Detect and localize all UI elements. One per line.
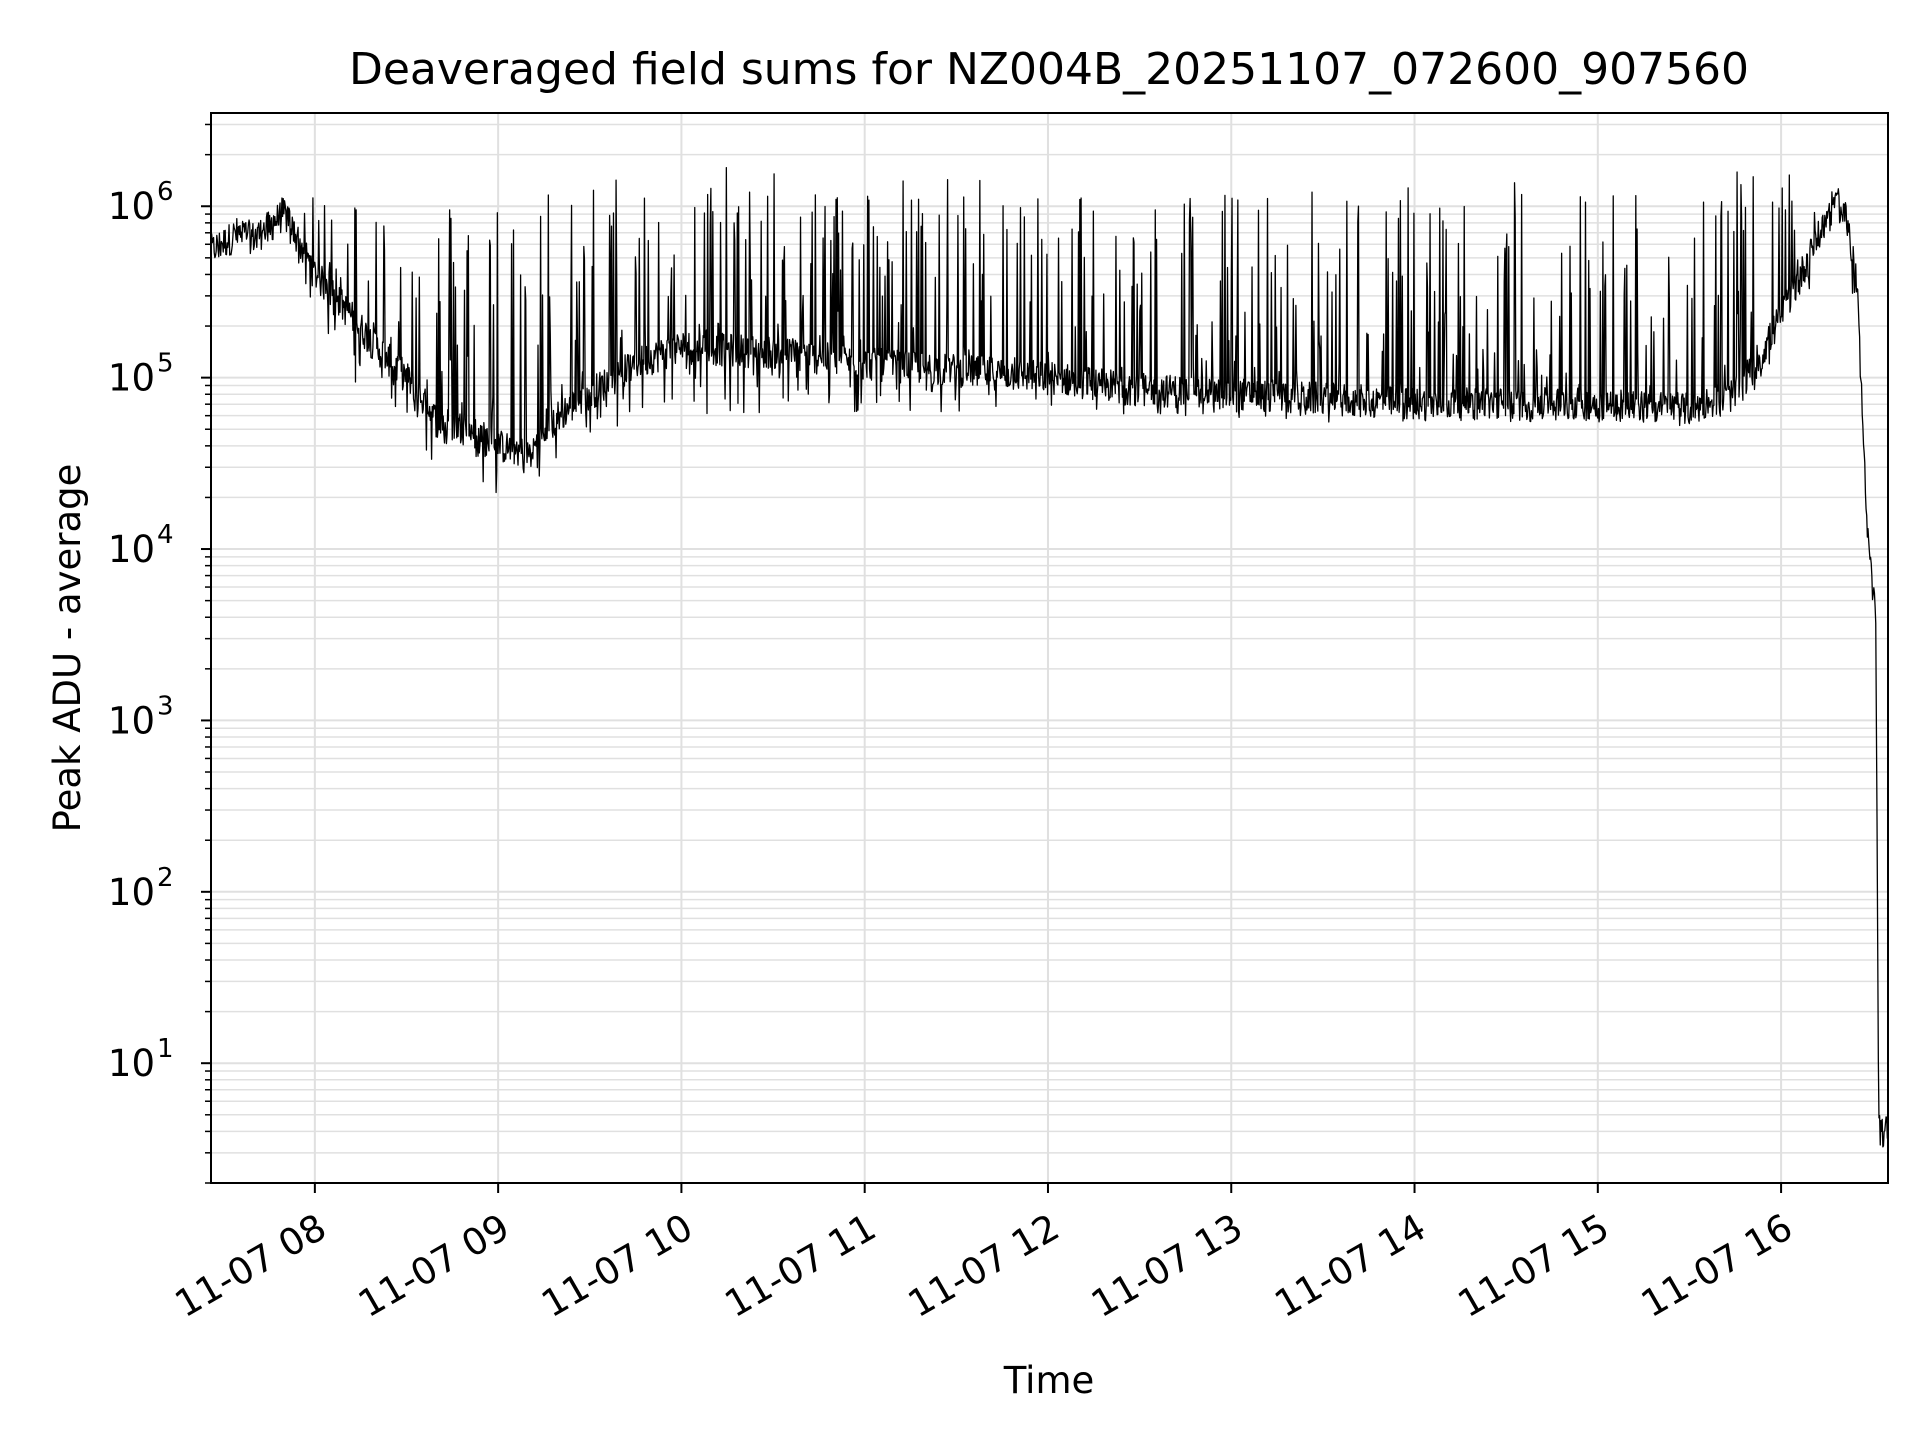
chart-title: Deaveraged field sums for NZ004B_2025110… <box>349 44 1749 95</box>
y-tick-exponent: 3 <box>157 691 174 721</box>
y-tick-exponent: 5 <box>157 349 174 379</box>
y-tick-exponent: 4 <box>157 520 174 550</box>
y-tick-exponent: 1 <box>157 1034 174 1064</box>
y-tick-label: 10 <box>108 528 155 571</box>
y-tick-exponent: 6 <box>157 177 174 207</box>
y-axis-label: Peak ADU - average <box>46 464 89 833</box>
y-tick-label: 10 <box>108 871 155 914</box>
x-axis-label: Time <box>1003 1359 1095 1402</box>
y-tick-exponent: 2 <box>157 863 174 893</box>
y-tick-label: 10 <box>108 357 155 400</box>
y-tick-label: 10 <box>108 1042 155 1085</box>
y-tick-label: 10 <box>108 699 155 742</box>
y-tick-label: 10 <box>108 185 155 228</box>
